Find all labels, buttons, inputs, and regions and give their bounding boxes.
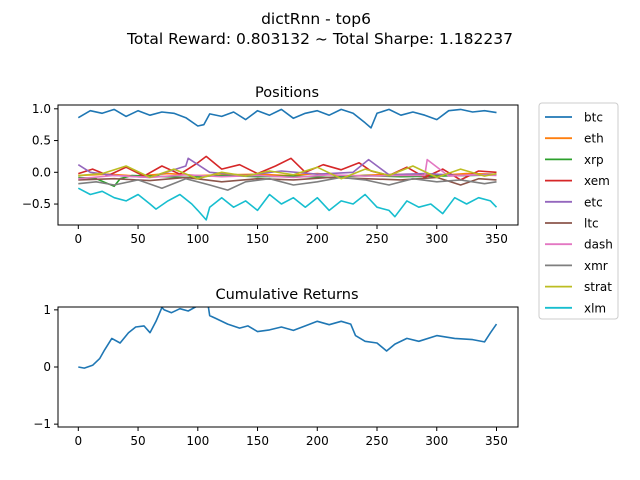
x-tick-label: 200 — [306, 434, 329, 448]
series-lines — [77, 108, 498, 221]
x-tick-label: 100 — [186, 434, 209, 448]
legend-label-strat: strat — [584, 280, 612, 294]
series-line-series-1 — [78, 307, 498, 369]
x-tick-label: 0 — [74, 434, 82, 448]
legend-label-dash: dash — [584, 238, 613, 252]
x-tick-label: 350 — [485, 434, 508, 448]
x-tick-label: 150 — [246, 232, 269, 246]
x-tick-label: 300 — [425, 434, 448, 448]
suptitle-line-2: Total Reward: 0.803132 ~ Total Sharpe: 1… — [126, 30, 513, 48]
y-tick-label: 1.0 — [32, 102, 51, 116]
y-tick-label: 0 — [43, 360, 51, 374]
suptitle-line-1: dictRnn - top6 — [261, 10, 371, 28]
y-tick-label: 1 — [43, 303, 51, 317]
x-tick-label: 250 — [366, 434, 389, 448]
legend-label-ltc: ltc — [584, 217, 599, 231]
cumulative-returns-title: Cumulative Returns — [215, 287, 358, 303]
x-tick-label: 200 — [306, 232, 329, 246]
series-line-dash — [78, 158, 497, 180]
x-tick-label: 250 — [366, 232, 389, 246]
series-line-ltc — [78, 176, 497, 186]
y-tick-label: 0.5 — [32, 134, 51, 148]
positions-chart: Positions 0 50 100 150 200 250 300 350 −0.5 0.0 0.… — [22, 85, 519, 246]
x-tick-label: 100 — [186, 232, 209, 246]
axes-frame — [57, 306, 519, 428]
cumulative-returns-plot-area: 0 50 100 150 200 250 300 350 −1 0 1 — [33, 303, 519, 448]
series-line-strat — [78, 165, 497, 180]
legend-label-xem: xem — [584, 174, 610, 188]
y-tick-label: 0.0 — [32, 165, 51, 179]
cumulative-returns-chart: Cumulative Returns 0 50 100 150 200 250 300 350… — [33, 287, 519, 448]
positions-plot-area: 0 50 100 150 200 250 300 350 −0.5 0.0 0.5 1.0 — [22, 102, 519, 246]
x-tick-label: 300 — [425, 232, 448, 246]
x-tick-label: 350 — [485, 232, 508, 246]
series-lines — [78, 307, 498, 369]
series-line-btc — [77, 108, 497, 129]
legend-label-btc: btc — [584, 111, 603, 125]
legend-label-xrp: xrp — [584, 153, 604, 167]
legend: btc eth xrp xem etc ltc dash xmr strat xlm — [538, 102, 619, 320]
x-tick-label: 50 — [130, 434, 145, 448]
x-tick-label: 50 — [130, 232, 145, 246]
series-line-xlm — [77, 187, 498, 221]
legend-label-etc: etc — [584, 195, 603, 209]
axes-frame — [57, 104, 519, 226]
x-tick-label: 0 — [74, 232, 82, 246]
y-tick-label: −1 — [33, 417, 51, 431]
legend-label-xmr: xmr — [584, 259, 608, 273]
y-tick-label: −0.5 — [22, 197, 51, 211]
legend-label-xlm: xlm — [584, 301, 606, 315]
legend-label-eth: eth — [584, 132, 604, 146]
positions-title: Positions — [255, 85, 319, 101]
x-tick-label: 150 — [246, 434, 269, 448]
series-line-xmr — [78, 176, 497, 191]
